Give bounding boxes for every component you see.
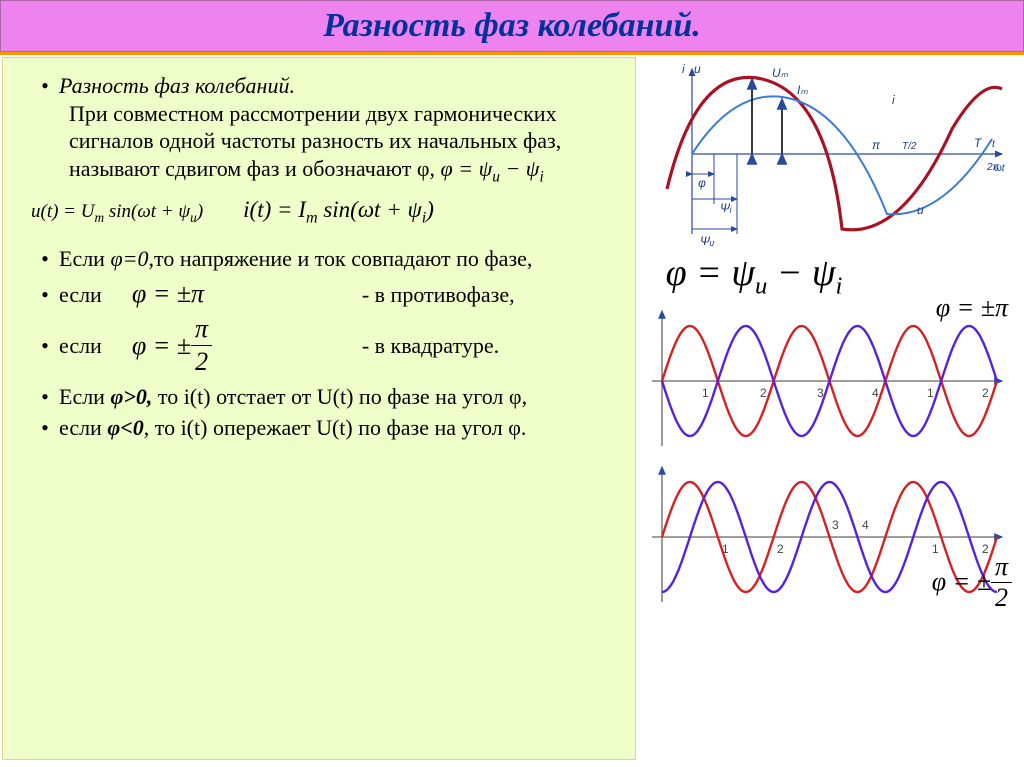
case2-row: • если φ = ±π - в противофазе, xyxy=(31,278,621,311)
i-equation: i(t) = Im sin(ωt + ψi) xyxy=(243,196,434,229)
svg-text:i: i xyxy=(892,93,895,107)
content-area: • Разность фаз колебаний. При совместном… xyxy=(0,55,1024,762)
bullet-dot: • xyxy=(31,383,59,411)
case2-math: φ = ±π xyxy=(132,278,332,311)
quadrature-label: φ = ± π2 xyxy=(932,552,1012,613)
case5-text: если φ<0, то i(t) опережает U(t) по фазе… xyxy=(59,414,621,442)
case3-row: • если φ = ± π2 - в квадратуре. xyxy=(31,313,621,379)
bullet-dot: • xyxy=(31,332,59,360)
u-equation: u(t) = Um sin(ωt + ψu) xyxy=(31,200,203,226)
svg-text:1: 1 xyxy=(702,386,709,400)
case1-row: • Если φ=0,то напряжение и ток совпадают… xyxy=(31,245,621,273)
chart-phase-shift: iu Uₘ Iₘ i u φ Ψᵢ Ψᵤ π 2π T/2 T t ωt xyxy=(642,59,1012,249)
chart3-wrap: 12 34 12 φ = ± π2 xyxy=(642,457,1018,607)
case1-text: Если φ=0,то напряжение и ток совпадают п… xyxy=(59,245,621,273)
intro-heading: Разность фаз колебаний. xyxy=(59,72,621,100)
bullet-dot: • xyxy=(31,245,59,273)
svg-text:2: 2 xyxy=(982,386,989,400)
chart-antiphase: 1 2 3 4 1 2 xyxy=(642,301,1012,451)
svg-text:T/2: T/2 xyxy=(902,141,917,152)
slide-title: Разность фаз колебаний. xyxy=(0,0,1024,52)
right-panel: iu Uₘ Iₘ i u φ Ψᵢ Ψᵤ π 2π T/2 T t ωt φ =… xyxy=(636,55,1024,762)
svg-text:u: u xyxy=(917,203,924,217)
intro-heading-row: • Разность фаз колебаний. xyxy=(31,72,621,100)
bullet-dot: • xyxy=(31,281,59,309)
svg-text:2: 2 xyxy=(777,542,784,556)
svg-text:t: t xyxy=(992,139,996,150)
case5-row: • если φ<0, то i(t) опережает U(t) по фа… xyxy=(31,414,621,442)
svg-text:ωt: ωt xyxy=(994,163,1006,174)
bullet-dot: • xyxy=(31,72,59,100)
svg-text:Iₘ: Iₘ xyxy=(797,83,808,97)
left-panel: • Разность фаз колебаний. При совместном… xyxy=(2,57,636,760)
chart2-wrap: φ = ±π 123 412 xyxy=(642,301,1018,451)
svg-text:π: π xyxy=(872,138,881,152)
svg-text:4: 4 xyxy=(862,518,869,532)
svg-text:i: i xyxy=(682,62,685,76)
svg-text:φ: φ xyxy=(698,176,706,190)
case2-pre: если xyxy=(59,281,102,309)
bullet-dot: • xyxy=(31,414,59,442)
equations-row: u(t) = Um sin(ωt + ψu) i(t) = Im sin(ωt … xyxy=(31,196,621,229)
case2-post: - в противофазе, xyxy=(362,281,515,309)
svg-text:Ψᵤ: Ψᵤ xyxy=(700,234,714,248)
svg-text:u: u xyxy=(694,62,701,76)
svg-text:3: 3 xyxy=(817,386,824,400)
case4-text: Если φ>0, то i(t) отстает от U(t) по фаз… xyxy=(59,383,621,411)
case4-row: • Если φ>0, то i(t) отстает от U(t) по ф… xyxy=(31,383,621,411)
case3-pre: если xyxy=(59,332,102,360)
svg-text:1: 1 xyxy=(927,386,934,400)
svg-text:T: T xyxy=(974,136,983,150)
intro-body-row: При совместном рассмотрении двух гармони… xyxy=(69,100,621,187)
svg-text:3: 3 xyxy=(832,518,839,532)
case3-post: - в квадратуре. xyxy=(362,332,499,360)
phi-def: φ = ψu − ψi xyxy=(441,156,544,181)
svg-text:2: 2 xyxy=(760,386,767,400)
svg-text:4: 4 xyxy=(872,386,879,400)
svg-text:Uₘ: Uₘ xyxy=(772,66,789,80)
svg-text:1: 1 xyxy=(722,542,729,556)
svg-text:Ψᵢ: Ψᵢ xyxy=(720,201,732,215)
case3-math: φ = ± π2 xyxy=(132,313,332,379)
antiphase-label: φ = ±π xyxy=(936,293,1008,323)
